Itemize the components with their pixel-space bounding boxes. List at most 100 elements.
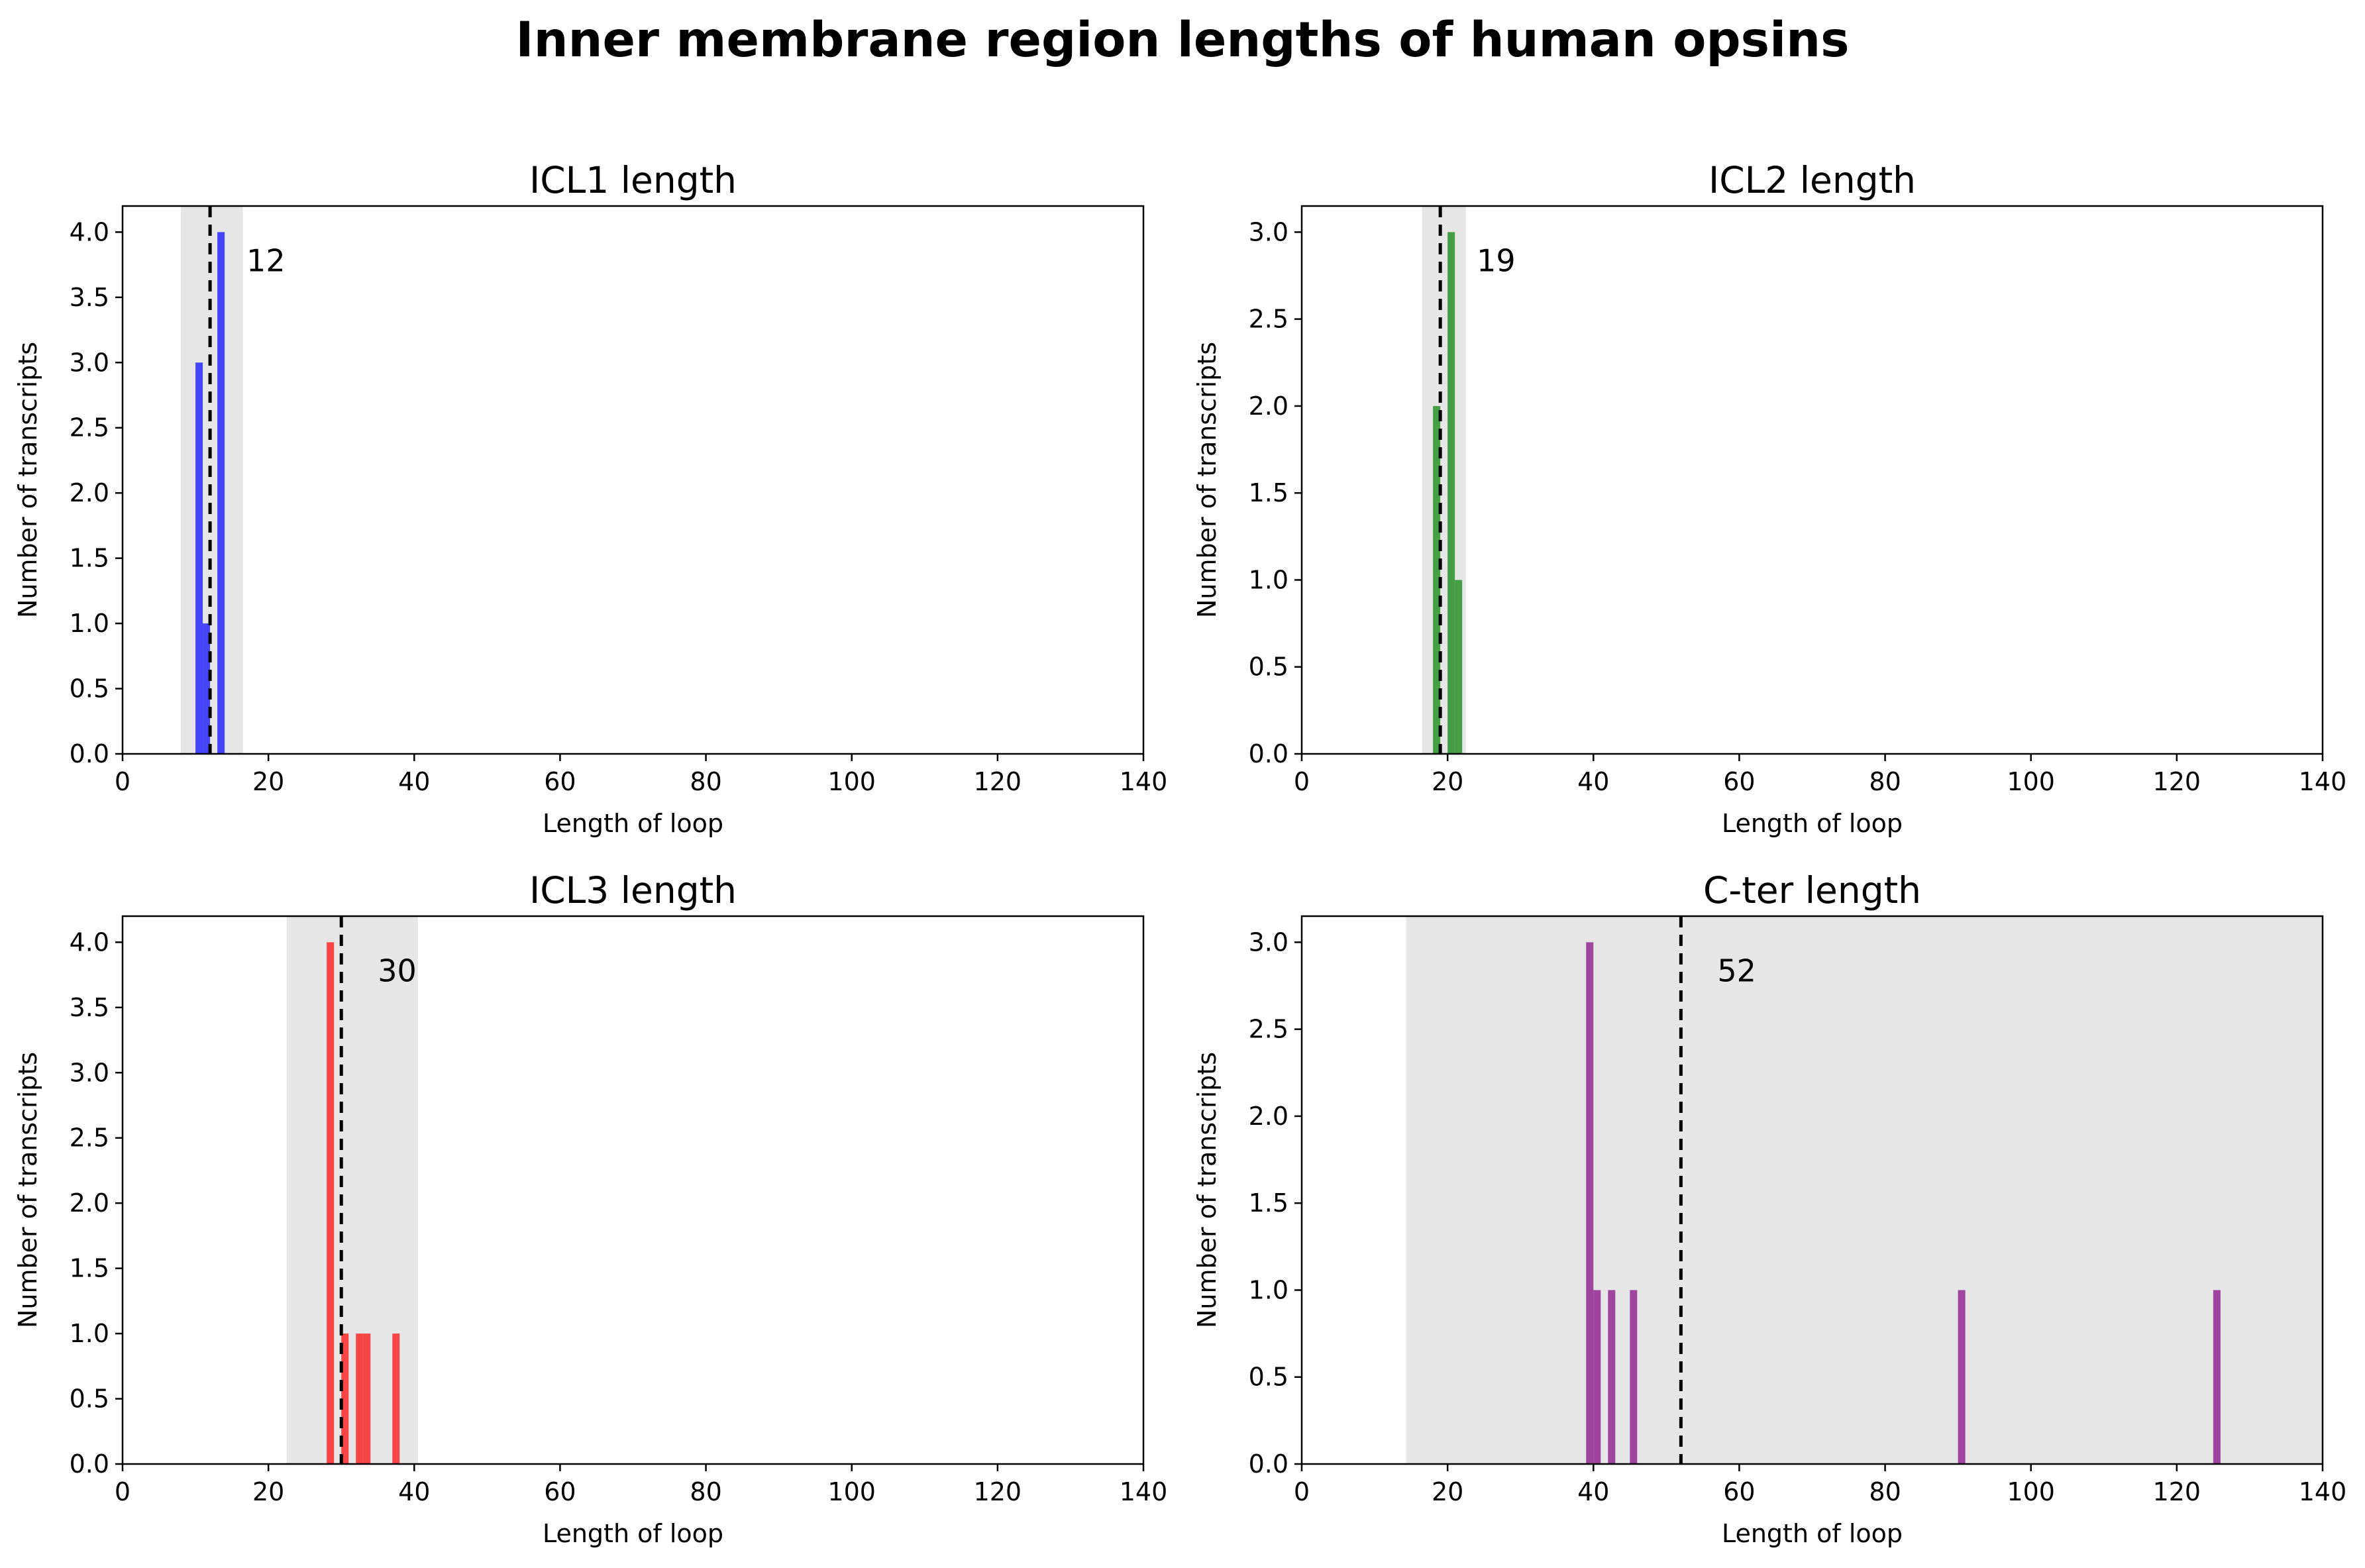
x-tick-label: 80 bbox=[690, 767, 721, 796]
x-tick-label: 0 bbox=[1294, 1477, 1310, 1506]
y-tick-label: 1.5 bbox=[1249, 478, 1288, 507]
histogram-bar bbox=[1593, 1290, 1601, 1464]
histogram-bar bbox=[341, 1333, 349, 1464]
y-tick-label: 3.5 bbox=[70, 283, 109, 312]
subplot-1: 120 20 40 60 80 100 120 1400.00.51.01.52.02.53.… bbox=[13, 159, 1167, 838]
x-tick-label: 40 bbox=[398, 767, 430, 796]
x-tick-label: 80 bbox=[1869, 1477, 1901, 1506]
y-tick-label: 0.0 bbox=[1249, 739, 1288, 768]
y-tick-label: 2.0 bbox=[1249, 1102, 1288, 1131]
y-tick-label: 4.0 bbox=[70, 217, 109, 246]
x-tick-label: 0 bbox=[1294, 767, 1310, 796]
x-tick-label: 60 bbox=[1723, 767, 1755, 796]
y-tick-label: 0.0 bbox=[1249, 1449, 1288, 1479]
y-tick-label: 1.0 bbox=[1249, 1275, 1288, 1304]
x-tick-label: 140 bbox=[2299, 767, 2347, 796]
histogram-bar bbox=[392, 1333, 400, 1464]
y-tick-label: 0.5 bbox=[1249, 1363, 1288, 1392]
histogram-bar bbox=[1455, 580, 1463, 754]
y-tick-label: 2.5 bbox=[1249, 305, 1288, 334]
subplot-title: ICL3 length bbox=[529, 869, 737, 912]
y-tick-label: 3.0 bbox=[70, 1058, 109, 1087]
y-tick-label: 2.0 bbox=[70, 1188, 109, 1218]
subplot-4: 52 0 20 40 60 80 100 120 140 0.0 0.5 1.0 1.5 2.0 2.5 3.… bbox=[1192, 869, 2346, 1548]
y-tick-label: 1.0 bbox=[70, 1319, 109, 1348]
x-tick-label: 80 bbox=[690, 1477, 721, 1506]
y-tick-label: 1.0 bbox=[70, 609, 109, 638]
median-label: 12 bbox=[246, 243, 286, 279]
median-label: 30 bbox=[378, 953, 417, 989]
axes-frame bbox=[121, 915, 1145, 1465]
y-tick-label: 2.0 bbox=[1249, 392, 1288, 421]
x-tick-label: 100 bbox=[2007, 767, 2055, 796]
y-tick-label: 2.5 bbox=[70, 413, 109, 443]
shaded-range bbox=[181, 206, 243, 754]
x-tick-label: 60 bbox=[544, 767, 576, 796]
y-axis-label: Number of transcripts bbox=[13, 1052, 42, 1328]
y-axis-label: Number of transcripts bbox=[13, 342, 42, 618]
x-tick-label: 40 bbox=[1577, 1477, 1609, 1506]
subplot-title: C-ter length bbox=[1703, 869, 1921, 912]
y-tick-label: 0.5 bbox=[1249, 653, 1288, 682]
median-label: 19 bbox=[1477, 243, 1516, 279]
histogram-bar bbox=[1447, 232, 1455, 754]
y-tick-label: 3.5 bbox=[70, 993, 109, 1022]
x-tick-label: 0 bbox=[115, 767, 131, 796]
x-tick-label: 120 bbox=[2153, 767, 2201, 796]
x-tick-label: 140 bbox=[1120, 1477, 1168, 1506]
histogram-bar bbox=[2213, 1290, 2221, 1464]
x-tick-label: 100 bbox=[2007, 1477, 2055, 1506]
x-tick-label: 40 bbox=[398, 1477, 430, 1506]
histogram-bar bbox=[1630, 1290, 1638, 1464]
histogram-bar bbox=[327, 942, 335, 1464]
y-tick-label: 0.5 bbox=[70, 674, 109, 704]
y-tick-label: 0.0 bbox=[70, 1449, 109, 1479]
y-tick-label: 0.0 bbox=[70, 739, 109, 768]
x-tick-label: 0 bbox=[115, 1477, 131, 1506]
histogram-bar bbox=[217, 232, 225, 754]
y-tick-label: 1.0 bbox=[1249, 565, 1288, 594]
figure-title: Inner membrane region lengths of human o… bbox=[515, 12, 1850, 68]
subplot-title: ICL2 length bbox=[1708, 159, 1916, 201]
x-tick-label: 20 bbox=[252, 1477, 284, 1506]
shaded-range bbox=[1406, 916, 2323, 1464]
x-axis-label: Length of loop bbox=[543, 809, 723, 838]
x-tick-label: 100 bbox=[827, 767, 876, 796]
median-label: 52 bbox=[1717, 953, 1756, 989]
y-tick-label: 1.5 bbox=[1249, 1188, 1288, 1218]
y-tick-label: 2.0 bbox=[70, 478, 109, 507]
histogram-bar bbox=[363, 1333, 371, 1464]
y-tick-label: 3.0 bbox=[1249, 927, 1288, 957]
x-tick-label: 140 bbox=[2299, 1477, 2347, 1506]
subplot-2: 19 0 20 40 60 80 100 120 140 0.0 0.5 1.0 1.5 2.0 2.5 3.… bbox=[1192, 159, 2346, 838]
y-tick-label: 1.5 bbox=[70, 1254, 109, 1283]
axes-frame bbox=[1300, 205, 2324, 755]
y-tick-label: 3.0 bbox=[70, 348, 109, 377]
y-tick-label: 4.0 bbox=[70, 927, 109, 957]
histogram-bar bbox=[195, 362, 203, 754]
axes-frame bbox=[1300, 915, 2324, 1465]
x-tick-label: 120 bbox=[974, 767, 1022, 796]
x-tick-label: 20 bbox=[1432, 767, 1463, 796]
x-tick-label: 140 bbox=[1120, 767, 1168, 796]
y-tick-label: 3.0 bbox=[1249, 217, 1288, 246]
y-tick-label: 2.5 bbox=[1249, 1015, 1288, 1044]
subplot-title: ICL1 length bbox=[529, 159, 737, 201]
x-tick-label: 20 bbox=[252, 767, 284, 796]
histogram-bar bbox=[203, 623, 211, 754]
axes-frame bbox=[121, 205, 1145, 755]
x-axis-label: Length of loop bbox=[543, 1519, 723, 1548]
y-tick-label: 2.5 bbox=[70, 1124, 109, 1153]
histogram-bar bbox=[1586, 942, 1594, 1464]
x-tick-label: 100 bbox=[827, 1477, 876, 1506]
y-axis-label: Number of transcripts bbox=[1192, 1052, 1222, 1328]
y-axis-label: Number of transcripts bbox=[1192, 342, 1222, 618]
histogram-bar bbox=[1958, 1290, 1966, 1464]
y-tick-label: 1.5 bbox=[70, 544, 109, 573]
histogram-bar bbox=[1608, 1290, 1616, 1464]
histogram-bar bbox=[1433, 405, 1441, 754]
x-axis-label: Length of loop bbox=[1722, 1519, 1903, 1548]
x-tick-label: 120 bbox=[974, 1477, 1022, 1506]
histogram-bar bbox=[356, 1333, 364, 1464]
